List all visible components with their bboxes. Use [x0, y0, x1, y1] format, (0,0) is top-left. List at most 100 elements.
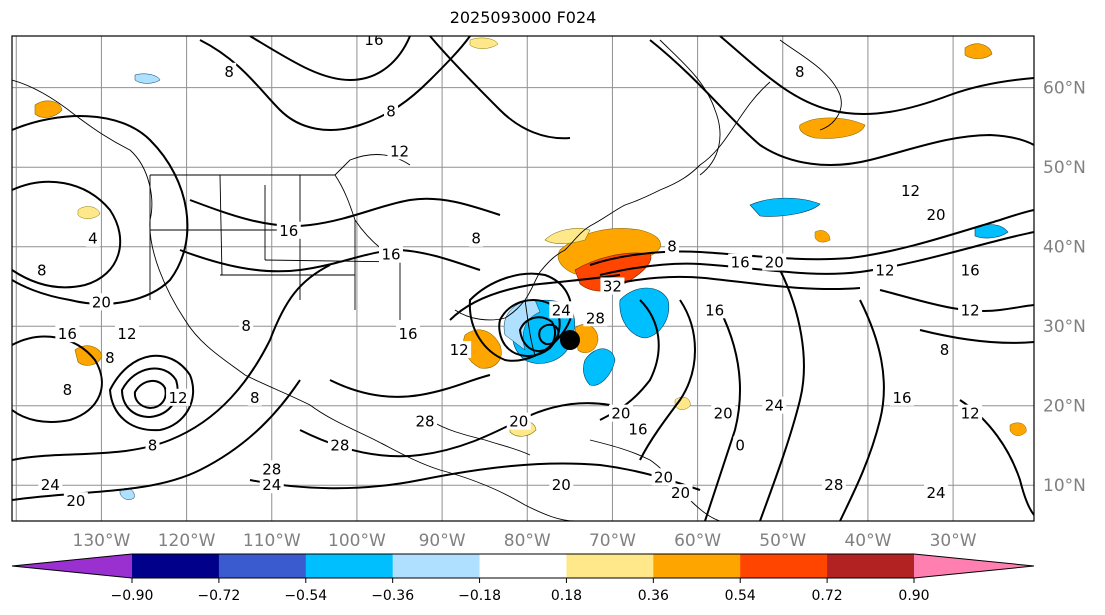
- contour-label-bg: [447, 341, 472, 359]
- contour-label: 20: [654, 468, 673, 486]
- contour-label-bg: [702, 301, 727, 319]
- contour-label: 24: [262, 476, 281, 494]
- contours: [12, 36, 1034, 521]
- longitude-label: 30°W: [930, 531, 977, 551]
- contour-label-bg: [924, 484, 949, 502]
- map-border: [11, 35, 1035, 522]
- contour-label-bg: [937, 341, 952, 359]
- colorbar-tick-label: −0.54: [284, 588, 327, 604]
- contour-label: 0: [735, 436, 745, 454]
- colorbar-segment: [653, 554, 741, 578]
- colorbar-tick-label: 0.36: [638, 588, 669, 604]
- contour-label-bg: [383, 102, 398, 120]
- contour-label-bg: [958, 301, 983, 319]
- contour-label: 24: [41, 476, 60, 494]
- colorbar-segment: [218, 554, 307, 578]
- contour-label-bg: [958, 404, 983, 422]
- contour-label-bg: [549, 476, 574, 494]
- shade-orange-alaska: [34, 100, 63, 118]
- contour-label: 16: [381, 246, 400, 264]
- contour-label: 8: [241, 317, 251, 335]
- contour-label: 8: [63, 381, 73, 399]
- shade-orange-northatl: [799, 117, 866, 139]
- contour-label: 4: [88, 230, 98, 248]
- contour-label: 12: [390, 142, 409, 160]
- contour-label: 28: [824, 476, 843, 494]
- contour-label-bg: [378, 245, 403, 263]
- colorbar-tick-label: −0.90: [111, 588, 154, 604]
- contour-label-bg: [63, 492, 88, 510]
- contour-label: 32: [603, 277, 622, 295]
- contour-label-bg: [665, 237, 680, 255]
- longitude-label: 40°W: [844, 531, 891, 551]
- contour-label: 16: [705, 301, 724, 319]
- shade-cyan-northatl: [749, 197, 821, 217]
- contour-label: 12: [875, 262, 894, 280]
- colorbar-tick-label: 0.18: [551, 588, 582, 604]
- contour-label: 20: [927, 206, 946, 224]
- contour-label: 20: [509, 413, 528, 431]
- contour-label-bg: [625, 420, 650, 438]
- contour-label-bg: [55, 325, 80, 343]
- contour-label: 24: [927, 484, 946, 502]
- contour-label-bg: [668, 484, 693, 502]
- contour-label: 24: [765, 397, 784, 415]
- contour-label-bg: [898, 182, 923, 200]
- contour-label: 28: [330, 436, 349, 454]
- contour-label-bg: [711, 404, 736, 422]
- contour-label-bg: [958, 261, 983, 279]
- contour-label: 12: [169, 389, 188, 407]
- longitude-label: 100°W: [328, 531, 386, 551]
- contour-label-bg: [166, 388, 191, 406]
- contour-label: 16: [892, 389, 911, 407]
- contour-label-bg: [549, 301, 574, 319]
- contour-label: 16: [279, 222, 298, 240]
- colorbar-segment: [305, 554, 394, 578]
- colorbar-segment: [827, 554, 915, 578]
- longitude-label: 90°W: [419, 531, 466, 551]
- longitude-label: 60°W: [674, 531, 721, 551]
- contour-label-bg: [506, 412, 531, 430]
- contour-label-bg: [34, 261, 49, 279]
- shade-lightblue-small1: [134, 73, 161, 84]
- map-frame-background: [12, 36, 1034, 521]
- contour-label-bg: [85, 229, 100, 247]
- contour-label-bg: [361, 36, 386, 48]
- contour-label: 8: [37, 262, 47, 280]
- contour-label-bg: [396, 325, 421, 343]
- contour-label-bg: [608, 404, 633, 422]
- contour-label-bg: [114, 325, 139, 343]
- contour-label-bg: [792, 62, 807, 80]
- latitude-labels: 60°N 50°N 40°N 30°N 20°N 10°N: [1043, 79, 1086, 497]
- contour-label: 8: [250, 389, 260, 407]
- contour-label-bg: [327, 436, 352, 454]
- contour-label: 16: [58, 325, 77, 343]
- contour-label-bg: [728, 253, 753, 271]
- shade-orange-small5: [1009, 422, 1027, 436]
- contour-label-bg: [821, 476, 846, 494]
- colorbar-segment: [740, 554, 828, 578]
- latitude-label: 40°N: [1043, 238, 1086, 258]
- colorbar: −0.90 −0.72 −0.54 −0.36 −0.18 0.18 0.36 0.54 0.7…: [11, 553, 1035, 604]
- plot-title: 2025093000 F024: [449, 8, 597, 27]
- contour-label: 16: [731, 254, 750, 272]
- contour-label: 12: [961, 405, 980, 423]
- longitude-label: 80°W: [504, 531, 551, 551]
- contour-label-bg: [583, 309, 608, 327]
- longitude-label: 50°W: [759, 531, 806, 551]
- shade-cyan-south: [583, 348, 616, 386]
- shade-yellow-small1: [77, 206, 101, 219]
- contour-label: 8: [224, 63, 234, 81]
- contour-label-bg: [89, 293, 114, 311]
- contour-label-bg: [38, 476, 63, 494]
- low-center-dot: [560, 330, 580, 350]
- contour-label-bg: [259, 460, 284, 478]
- contour-label: 20: [714, 405, 733, 423]
- latitude-label: 50°N: [1043, 158, 1086, 178]
- contour-label: 16: [398, 325, 417, 343]
- contour-label-bg: [762, 396, 787, 414]
- contour-label-bg: [413, 412, 438, 430]
- contour-label-bg: [924, 205, 949, 223]
